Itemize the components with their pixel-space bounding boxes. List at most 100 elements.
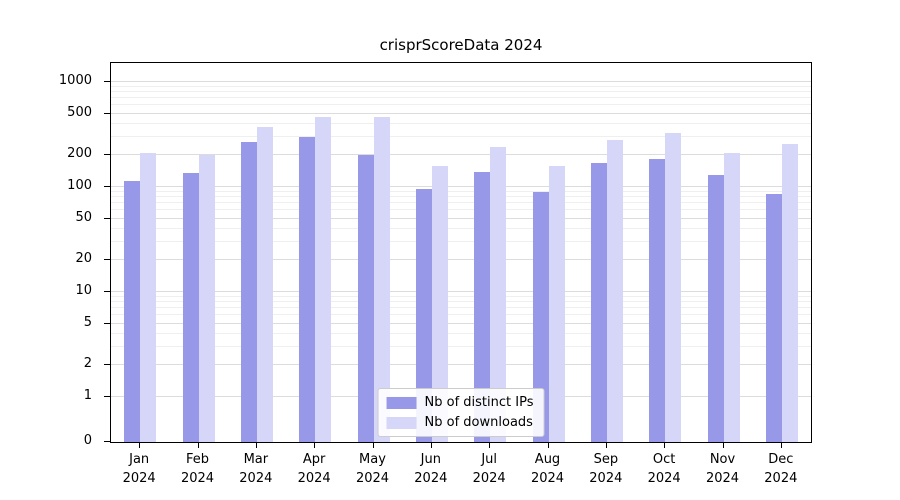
bar-distinct-ips-oct <box>649 158 666 442</box>
gridline-minor <box>111 345 811 347</box>
y-tick-mark <box>104 154 110 156</box>
legend-swatch-distinct-ips <box>386 396 417 409</box>
y-tick-mark <box>104 186 110 187</box>
y-tick-mark <box>104 217 110 219</box>
legend-item-distinct-ips: Nb of distinct IPs <box>386 395 534 410</box>
x-tick-mark <box>255 443 257 448</box>
gridline-major <box>111 186 811 187</box>
gridline-major <box>111 217 811 219</box>
x-tick-label-sep: Sep 2024 <box>589 452 623 486</box>
x-tick-label-feb: Feb 2024 <box>180 452 215 486</box>
bar-distinct-ips-apr <box>299 136 316 442</box>
gridline-major <box>111 364 811 366</box>
bar-distinct-ips-sep <box>590 162 607 442</box>
gridline-minor <box>111 227 811 229</box>
gridline-minor <box>111 240 811 242</box>
y-tick-mark <box>104 81 110 82</box>
gridline-minor <box>111 104 811 106</box>
x-tick-label-jun: Jun 2024 <box>414 452 448 486</box>
x-tick-label-may: May 2024 <box>355 452 390 486</box>
bar-downloads-sep <box>606 140 623 442</box>
y-tick-label: 10 <box>75 283 92 298</box>
y-tick-label: 5 <box>83 314 92 330</box>
gridline-minor <box>111 307 811 309</box>
chart-title: crisprScoreData 2024 <box>379 36 543 54</box>
x-tick-label-dec: Dec 2024 <box>764 452 798 486</box>
y-tick-mark <box>104 291 110 292</box>
bar-distinct-ips-nov <box>707 175 724 442</box>
gridline-minor <box>111 122 811 124</box>
gridline-major <box>111 259 811 261</box>
y-tick-label: 2 <box>83 356 92 372</box>
bar-distinct-ips-jul <box>474 171 491 442</box>
x-tick-mark <box>139 443 141 448</box>
x-tick-mark <box>722 443 724 448</box>
gridline-major <box>111 81 811 82</box>
x-tick-label-jul: Jul 2024 <box>472 452 506 486</box>
bar-downloads-dec <box>781 144 798 442</box>
gridline-minor <box>111 135 811 137</box>
legend-label-downloads: Nb of downloads <box>424 415 533 430</box>
bar-downloads-feb <box>198 155 215 442</box>
y-tick-mark <box>104 112 110 114</box>
legend-swatch-downloads <box>386 416 417 429</box>
y-tick-mark <box>104 396 110 397</box>
gridline-major <box>111 112 811 114</box>
x-tick-label-jan: Jan 2024 <box>122 452 156 486</box>
gridline-minor <box>111 295 811 297</box>
y-tick-mark <box>104 322 110 324</box>
bar-downloads-apr <box>315 117 332 442</box>
gridline-major <box>111 322 811 324</box>
x-tick-label-mar: Mar 2024 <box>239 452 273 486</box>
gridline-minor <box>111 97 811 99</box>
y-tick-mark <box>104 259 110 261</box>
bar-distinct-ips-dec <box>765 194 782 442</box>
legend: Nb of distinct IPs Nb of downloads <box>377 388 545 437</box>
gridline-major <box>111 154 811 156</box>
gridline-minor <box>111 196 811 198</box>
legend-label-distinct-ips: Nb of distinct IPs <box>424 395 534 410</box>
y-tick-mark <box>104 364 110 366</box>
gridline-minor <box>111 301 811 303</box>
x-tick-label-nov: Nov 2024 <box>705 452 740 486</box>
bar-downloads-nov <box>723 153 740 442</box>
x-tick-label-oct: Oct 2024 <box>647 452 681 486</box>
y-tick-label: 50 <box>75 209 92 225</box>
y-tick-label: 100 <box>67 178 92 193</box>
gridline-minor <box>111 314 811 316</box>
bar-distinct-ips-jan <box>124 180 141 442</box>
x-tick-mark <box>664 443 666 448</box>
bar-downloads-may <box>373 117 390 442</box>
y-tick-label: 500 <box>67 104 92 120</box>
x-tick-mark <box>430 443 432 448</box>
bar-distinct-ips-feb <box>182 173 199 442</box>
gridline-minor <box>111 190 811 192</box>
x-tick-mark <box>489 443 491 448</box>
gridline-minor <box>111 332 811 334</box>
y-tick-label: 1 <box>83 388 92 403</box>
gridline-minor <box>111 85 811 87</box>
y-tick-label: 1000 <box>58 73 92 88</box>
y-tick-label: 200 <box>67 146 92 162</box>
y-tick-label: 0 <box>83 433 92 448</box>
gridline-minor <box>111 202 811 204</box>
gridline-minor <box>111 209 811 211</box>
x-tick-mark <box>197 443 199 448</box>
gridline-major <box>111 291 811 292</box>
x-tick-label-apr: Apr 2024 <box>297 452 331 486</box>
bar-distinct-ips-aug <box>532 191 549 442</box>
bar-downloads-mar <box>256 126 273 442</box>
gridline-minor <box>111 91 811 93</box>
bar-downloads-jul <box>490 147 507 442</box>
bar-downloads-jun <box>431 165 448 442</box>
bar-downloads-oct <box>665 132 682 442</box>
bar-distinct-ips-may <box>357 155 374 442</box>
y-tick-mark <box>104 441 110 442</box>
x-tick-label-aug: Aug 2024 <box>530 452 565 486</box>
bar-downloads-jan <box>140 153 157 442</box>
x-tick-mark <box>605 443 607 448</box>
x-tick-mark <box>372 443 374 448</box>
y-tick-label: 20 <box>75 251 92 267</box>
x-tick-mark <box>780 443 782 448</box>
